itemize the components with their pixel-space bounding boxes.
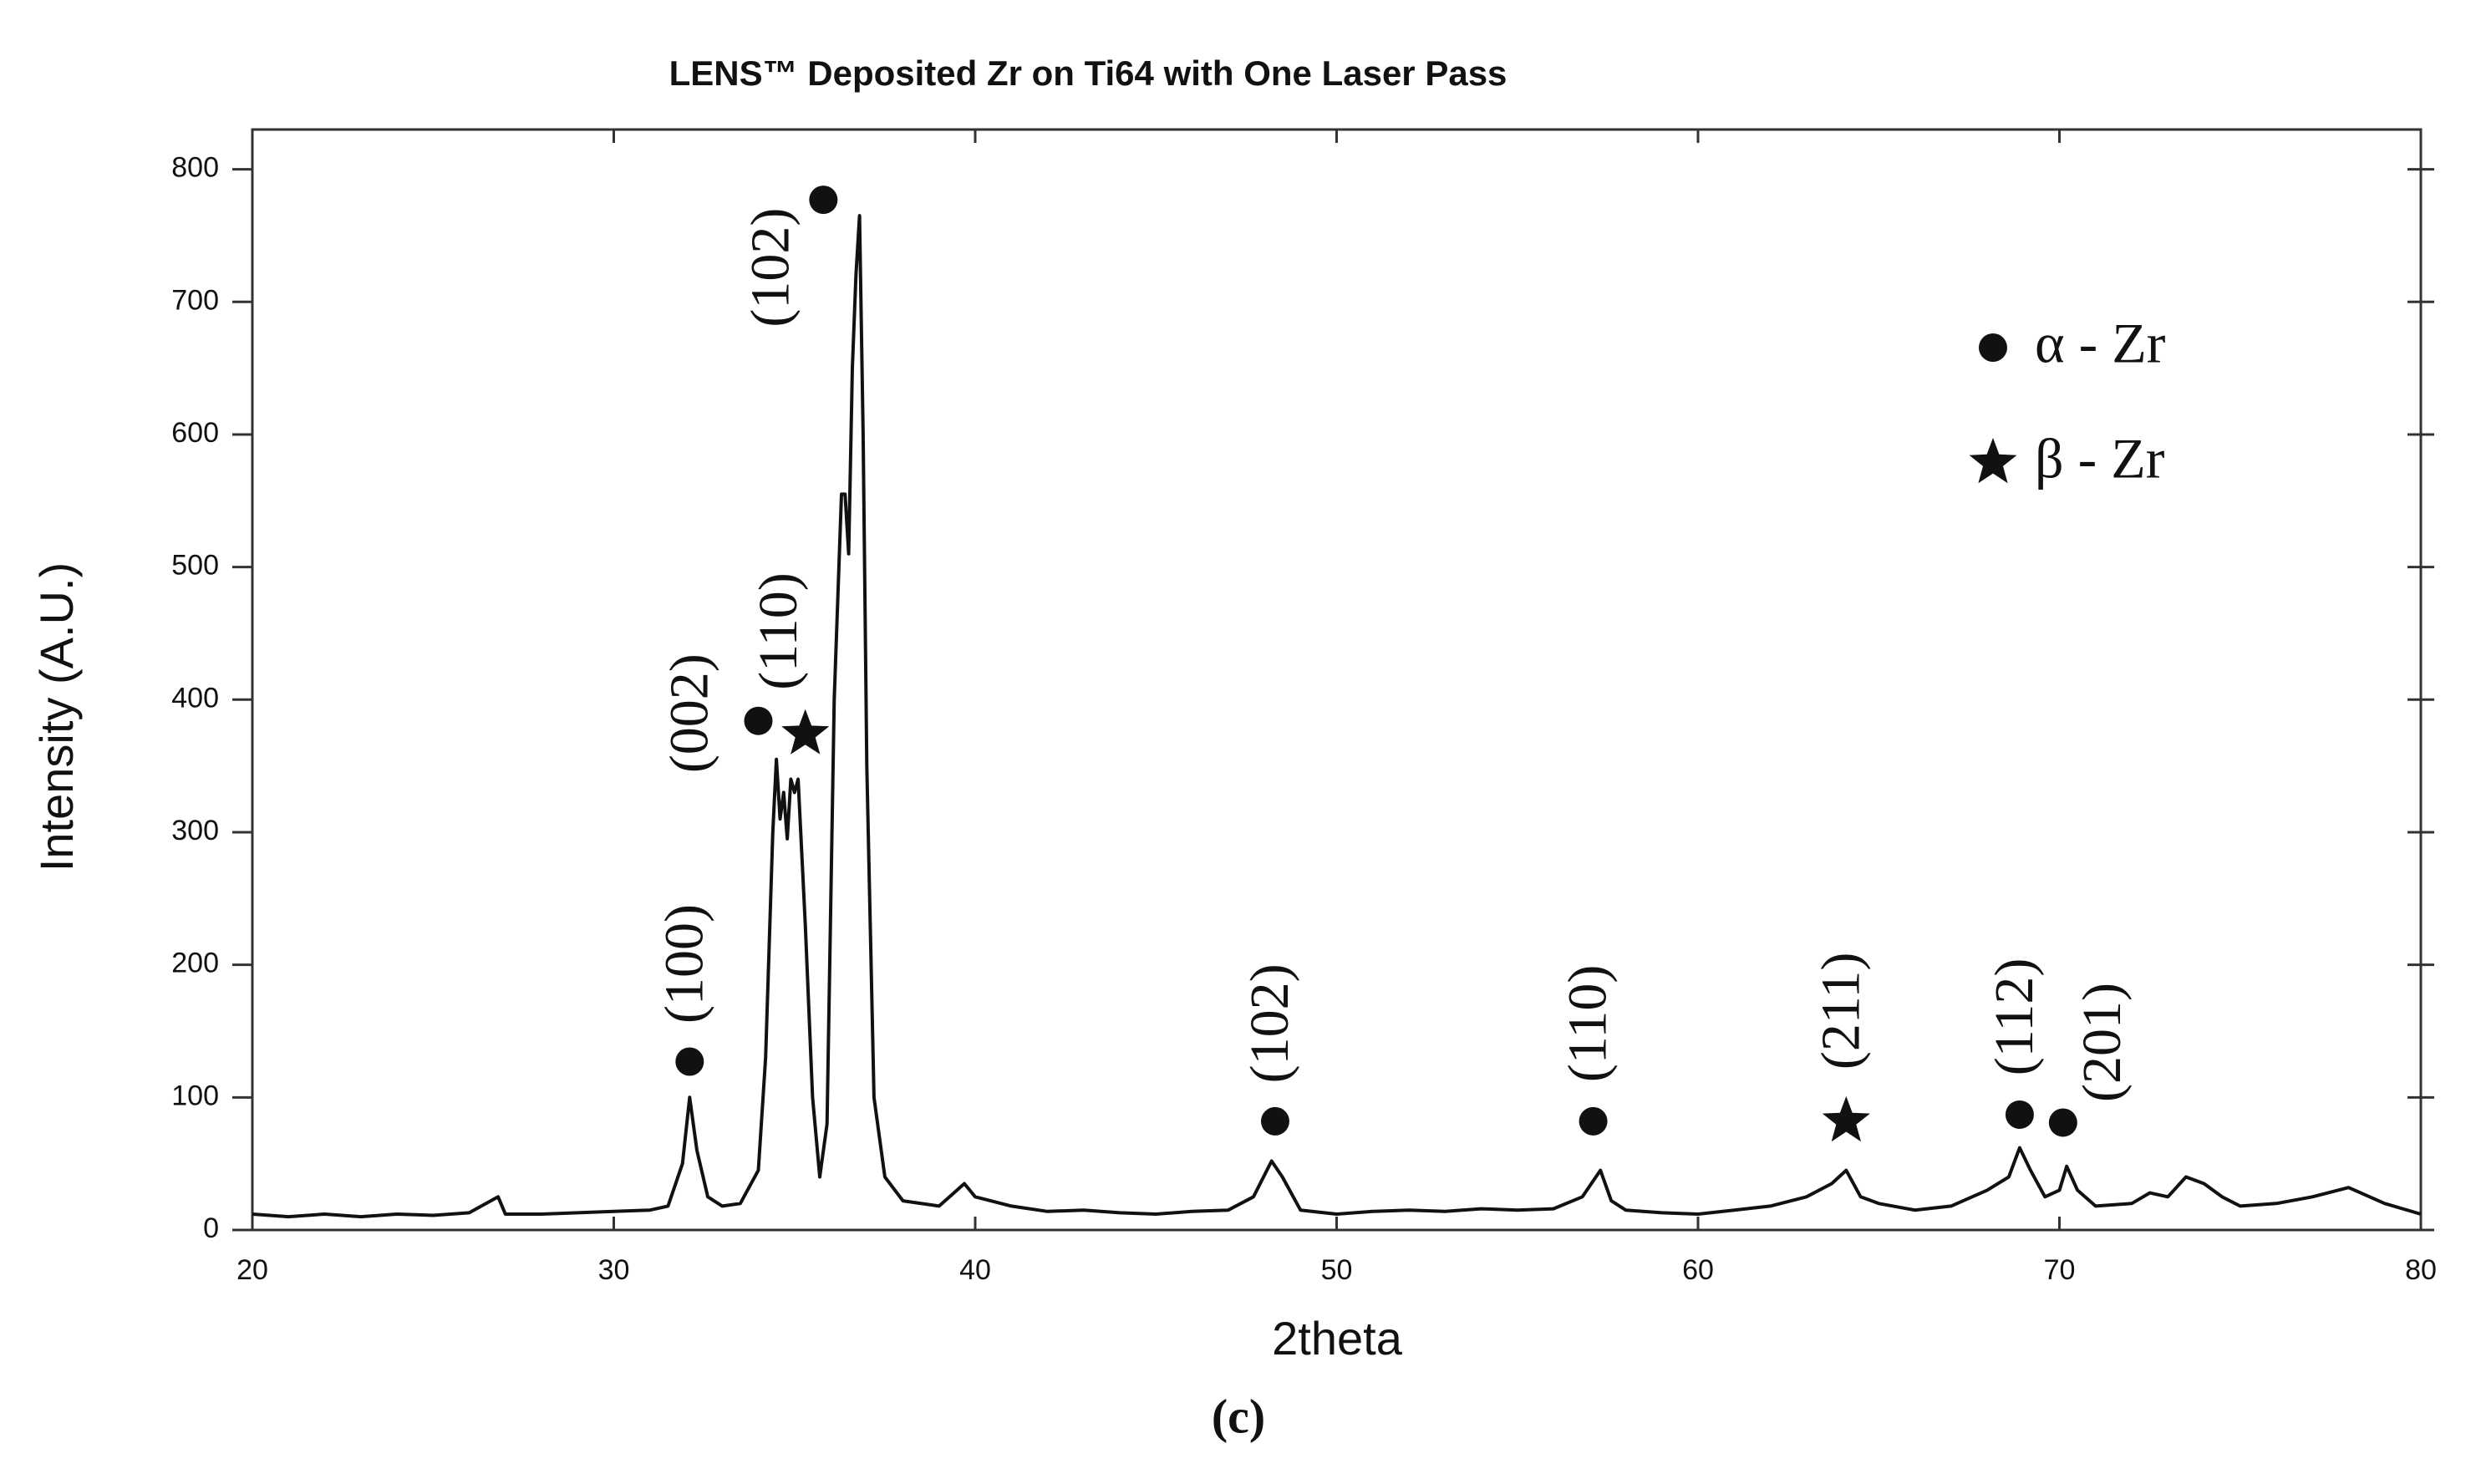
circle-marker [809,186,838,215]
x-tick-label: 40 [959,1254,991,1286]
circle-marker [2048,1108,2077,1137]
y-tick-label: 400 [171,682,219,714]
x-tick-label: 30 [598,1254,630,1286]
y-tick-label: 500 [171,550,219,582]
y-tick-label: 700 [171,284,219,316]
subtitle: (c) [1212,1389,1265,1443]
legend-label: β - Zr [2035,427,2165,490]
peak-label: (211) [1810,953,1871,1070]
star-marker [781,709,830,755]
y-tick-label: 300 [171,815,219,846]
y-tick-label: 200 [171,948,219,979]
circle-marker [1579,1106,1608,1136]
circle-marker [1260,1106,1289,1136]
peak-label: (002) [659,653,720,773]
y-tick-label: 0 [203,1212,219,1244]
legend-label: α - Zr [2035,312,2166,375]
y-tick-label: 600 [171,417,219,449]
circle-marker [744,706,773,735]
chart-title: LENS™ Deposited Zr on Ti64 with One Lase… [669,53,1507,93]
y-axis-label: Intensity (A.U.) [30,562,83,872]
x-tick-label: 60 [1682,1254,1714,1286]
y-tick-label: 800 [171,152,219,184]
peak-label: (110) [1558,965,1619,1083]
legend-marker [1969,438,2017,484]
peak-label: (100) [653,904,714,1024]
x-tick-label: 20 [236,1254,268,1286]
peak-label: (201) [2072,983,2133,1102]
x-tick-label: 80 [2405,1254,2437,1286]
y-tick-label: 100 [171,1080,219,1111]
x-axis-label: 2theta [1272,1312,1403,1365]
x-tick-label: 70 [2044,1254,2076,1286]
legend-marker [1979,333,2007,362]
x-tick-label: 50 [1321,1254,1353,1286]
peak-label: (110) [748,572,809,690]
data-line [252,214,2422,1219]
peak-label: (102) [740,208,801,328]
circle-marker [675,1047,704,1076]
star-marker [1822,1095,1870,1142]
circle-marker [2005,1100,2034,1129]
peak-label: (112) [1984,958,2045,1076]
peak-label: (102) [1239,963,1300,1083]
